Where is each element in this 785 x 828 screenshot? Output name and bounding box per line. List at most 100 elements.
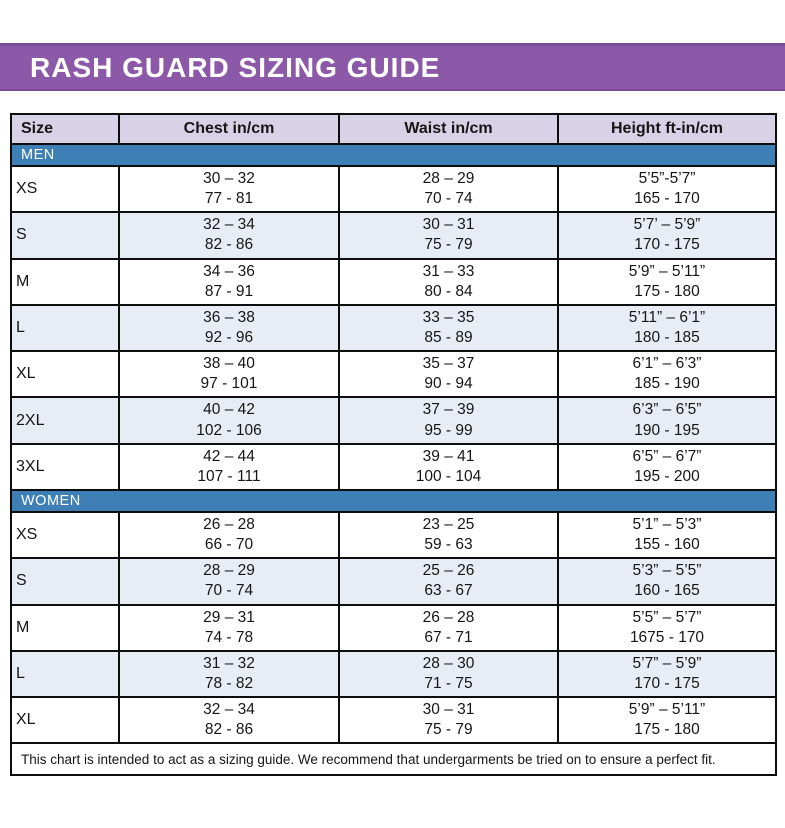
- waist-value-line: 80 - 84: [424, 282, 473, 300]
- chest-value-line: 32 – 34: [203, 216, 255, 234]
- chest-value-line: 38 – 40: [203, 355, 255, 373]
- column-header-height: Height ft-in/cm: [557, 113, 777, 145]
- table-row-men-2xl: 2XL 40 – 42 102 - 106 37 – 39 95 - 99 6’3” – …: [10, 396, 777, 445]
- height-value-line: 5’1” – 5’3”: [632, 515, 702, 533]
- waist-value-line: 23 – 25: [422, 515, 475, 533]
- waist-value-line: 30 – 31: [422, 216, 475, 234]
- waist-cell: 37 – 39 95 - 99: [338, 396, 559, 445]
- height-value-line: 170 - 175: [634, 236, 700, 254]
- chest-value-line: 77 - 81: [204, 190, 254, 208]
- waist-cell: 25 – 26 63 - 67: [338, 557, 559, 606]
- waist-value-line: 28 – 30: [422, 654, 475, 672]
- chest-value-line: 102 - 106: [196, 421, 262, 439]
- table-row-men-xl: XL 38 – 40 97 - 101 35 – 37 90 - 94 6’1” – 6’…: [10, 350, 777, 399]
- waist-value-line: 63 - 67: [424, 582, 473, 600]
- height-value-line: 5’7” – 5’9”: [632, 654, 702, 672]
- size-cell: XS: [10, 510, 120, 560]
- size-cell: S: [10, 211, 120, 260]
- waist-value-line: 71 - 75: [424, 674, 473, 692]
- height-cell: 6’1” – 6’3” 185 - 190: [557, 350, 777, 399]
- chest-value-line: 66 - 70: [204, 536, 254, 554]
- waist-value-line: 39 – 41: [422, 447, 475, 465]
- chest-cell: 26 – 28 66 - 70: [118, 510, 340, 560]
- chest-value-line: 34 – 36: [203, 262, 255, 280]
- waist-value-line: 30 – 31: [422, 701, 475, 719]
- chest-cell: 36 – 38 92 - 96: [118, 303, 340, 353]
- height-value-line: 5’5”-5’7”: [638, 170, 696, 187]
- chest-value-line: 107 - 111: [197, 467, 261, 485]
- size-cell: 2XL: [10, 396, 120, 445]
- chest-value-line: 36 – 38: [203, 308, 255, 326]
- size-cell: L: [10, 303, 120, 353]
- title-banner: RASH GUARD SIZING GUIDE: [0, 43, 785, 91]
- table-row-women-xl: XL 32 – 34 82 - 86 30 – 31 75 - 79 5’9” – 5’1…: [10, 696, 777, 745]
- waist-cell: 28 – 29 70 - 74: [338, 164, 559, 214]
- height-cell: 5’9” – 5’11” 175 - 180: [557, 696, 777, 745]
- size-cell: 3XL: [10, 442, 120, 491]
- chest-value-line: 42 – 44: [203, 447, 255, 465]
- waist-value-line: 85 - 89: [424, 328, 473, 346]
- sizing-table-body: MEN XS 30 – 32 77 - 81 28 – 29 70 - 74 5’5”-5’…: [10, 143, 777, 745]
- height-value-line: 6’3” – 6’5”: [632, 401, 702, 419]
- waist-cell: 30 – 31 75 - 79: [338, 696, 559, 745]
- table-row-women-m: M 29 – 31 74 - 78 26 – 28 67 - 71 5’5” – 5’7”…: [10, 603, 777, 652]
- chest-cell: 28 – 29 70 - 74: [118, 557, 340, 606]
- waist-cell: 31 – 33 80 - 84: [338, 257, 559, 306]
- chest-value-line: 29 – 31: [203, 608, 255, 626]
- size-cell: M: [10, 257, 120, 306]
- waist-value-line: 25 – 26: [422, 562, 475, 580]
- waist-value-line: 26 – 28: [422, 608, 475, 626]
- height-cell: 6’3” – 6’5” 190 - 195: [557, 396, 777, 445]
- waist-value-line: 31 – 33: [422, 262, 475, 280]
- chest-value-line: 97 - 101: [200, 375, 258, 393]
- chest-value-line: 82 - 86: [204, 236, 254, 254]
- waist-cell: 30 – 31 75 - 79: [338, 211, 559, 260]
- chest-cell: 38 – 40 97 - 101: [118, 350, 340, 399]
- chest-value-line: 87 - 91: [204, 282, 254, 300]
- height-value-line: 6’5” – 6’7”: [632, 447, 702, 465]
- chest-value-line: 32 – 34: [203, 701, 255, 719]
- footnote-text: This chart is intended to act as a sizin…: [10, 742, 777, 777]
- height-value-line: 155 - 160: [634, 536, 700, 554]
- size-cell: XL: [10, 350, 120, 399]
- waist-value-line: 35 – 37: [422, 355, 475, 373]
- waist-value-line: 59 - 63: [424, 536, 473, 554]
- height-value-line: 5’9” – 5’11”: [628, 701, 706, 719]
- size-cell: S: [10, 557, 120, 606]
- height-cell: 5’7” – 5’9” 170 - 175: [557, 649, 777, 699]
- size-cell: XS: [10, 164, 120, 214]
- chest-cell: 29 – 31 74 - 78: [118, 603, 340, 652]
- height-value-line: 170 - 175: [634, 674, 700, 692]
- size-cell: XL: [10, 696, 120, 745]
- waist-value-line: 37 – 39: [422, 401, 475, 419]
- height-value-line: 1675 - 170: [629, 628, 705, 646]
- column-header-size: Size: [10, 113, 120, 145]
- waist-value-line: 75 - 79: [424, 721, 473, 739]
- chest-value-line: 30 – 32: [203, 170, 255, 187]
- chest-value-line: 40 – 42: [203, 401, 255, 419]
- height-cell: 5’5” – 5’7” 1675 - 170: [557, 603, 777, 652]
- chest-cell: 34 – 36 87 - 91: [118, 257, 340, 306]
- waist-cell: 35 – 37 90 - 94: [338, 350, 559, 399]
- chest-cell: 42 – 44 107 - 111: [118, 442, 340, 491]
- footnote-row: This chart is intended to act as a sizin…: [10, 742, 777, 777]
- section-bar-women: WOMEN: [10, 488, 777, 513]
- height-cell: 5’9” – 5’11” 175 - 180: [557, 257, 777, 306]
- table-header-row: Size Chest in/cm Waist in/cm Height ft-i…: [10, 113, 777, 145]
- section-label: WOMEN: [10, 488, 777, 513]
- height-value-line: 195 - 200: [634, 467, 700, 485]
- waist-value-line: 33 – 35: [422, 308, 475, 326]
- height-value-line: 185 - 190: [634, 375, 700, 393]
- chest-value-line: 26 – 28: [203, 515, 255, 533]
- table-row-men-l: L 36 – 38 92 - 96 33 – 35 85 - 89 5’11” – 6’1…: [10, 303, 777, 353]
- waist-value-line: 95 - 99: [424, 421, 473, 439]
- chest-value-line: 78 - 82: [204, 674, 254, 692]
- size-cell: M: [10, 603, 120, 652]
- height-value-line: 190 - 195: [634, 421, 700, 439]
- height-cell: 5’11” – 6’1” 180 - 185: [557, 303, 777, 353]
- height-value-line: 180 - 185: [634, 328, 700, 346]
- height-value-line: 6’1” – 6’3”: [632, 355, 702, 373]
- height-value-line: 160 - 165: [634, 582, 700, 600]
- table-row-women-l: L 31 – 32 78 - 82 28 – 30 71 - 75 5’7” – 5’9”…: [10, 649, 777, 699]
- height-value-line: 5’7’ – 5’9”: [633, 216, 701, 234]
